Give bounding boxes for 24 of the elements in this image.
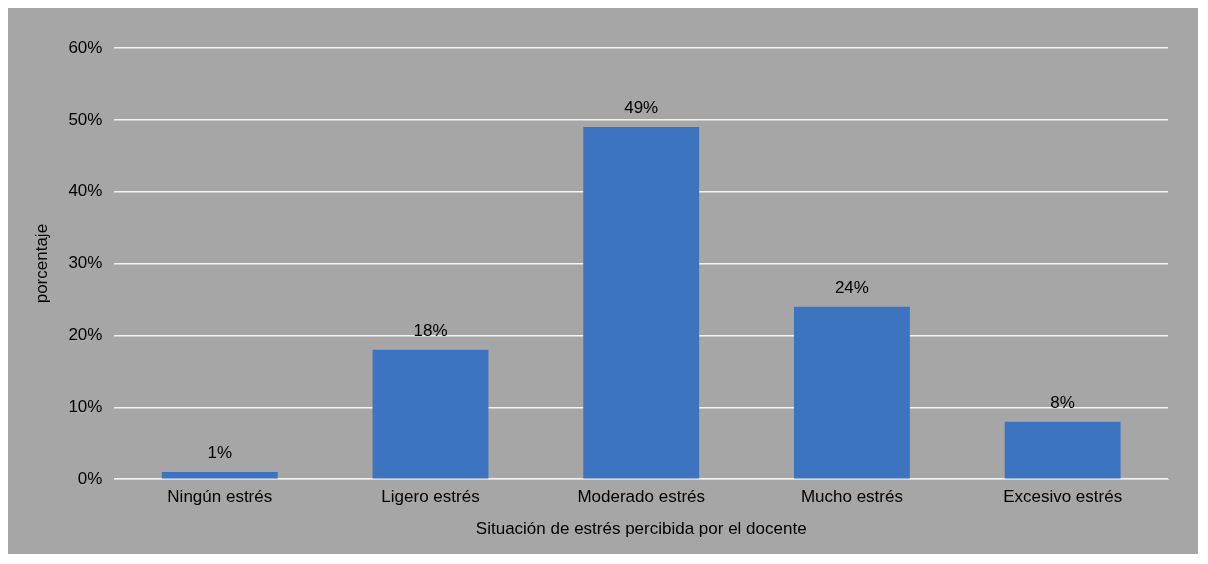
bar <box>161 472 278 479</box>
data-label: 8% <box>1050 392 1075 412</box>
data-label: 24% <box>834 277 869 297</box>
y-tick-label: 20% <box>68 325 103 345</box>
y-tick-label: 40% <box>68 181 103 201</box>
x-tick-label: Excesivo estrés <box>1003 487 1123 507</box>
x-axis-title: Situación de estrés percibida por el docente <box>475 519 807 539</box>
bar <box>372 349 489 479</box>
data-label: 1% <box>207 443 233 463</box>
y-tick-label: 60% <box>68 37 103 57</box>
x-tick-label: Moderado estrés <box>577 487 705 507</box>
bar <box>793 306 910 479</box>
x-tick-label: Mucho estrés <box>800 487 903 507</box>
y-tick-label: 30% <box>68 253 103 273</box>
y-tick-label: 50% <box>68 109 103 129</box>
x-tick-label: Ligero estrés <box>381 487 480 507</box>
x-tick-label: Ningún estrés <box>167 487 273 507</box>
data-label: 18% <box>413 321 448 341</box>
data-label: 49% <box>624 98 659 118</box>
y-axis-title: porcentaje <box>31 223 51 304</box>
bar <box>583 127 700 479</box>
y-tick-label: 10% <box>68 397 103 417</box>
bar <box>1004 421 1121 479</box>
y-tick-label: 0% <box>77 468 103 488</box>
